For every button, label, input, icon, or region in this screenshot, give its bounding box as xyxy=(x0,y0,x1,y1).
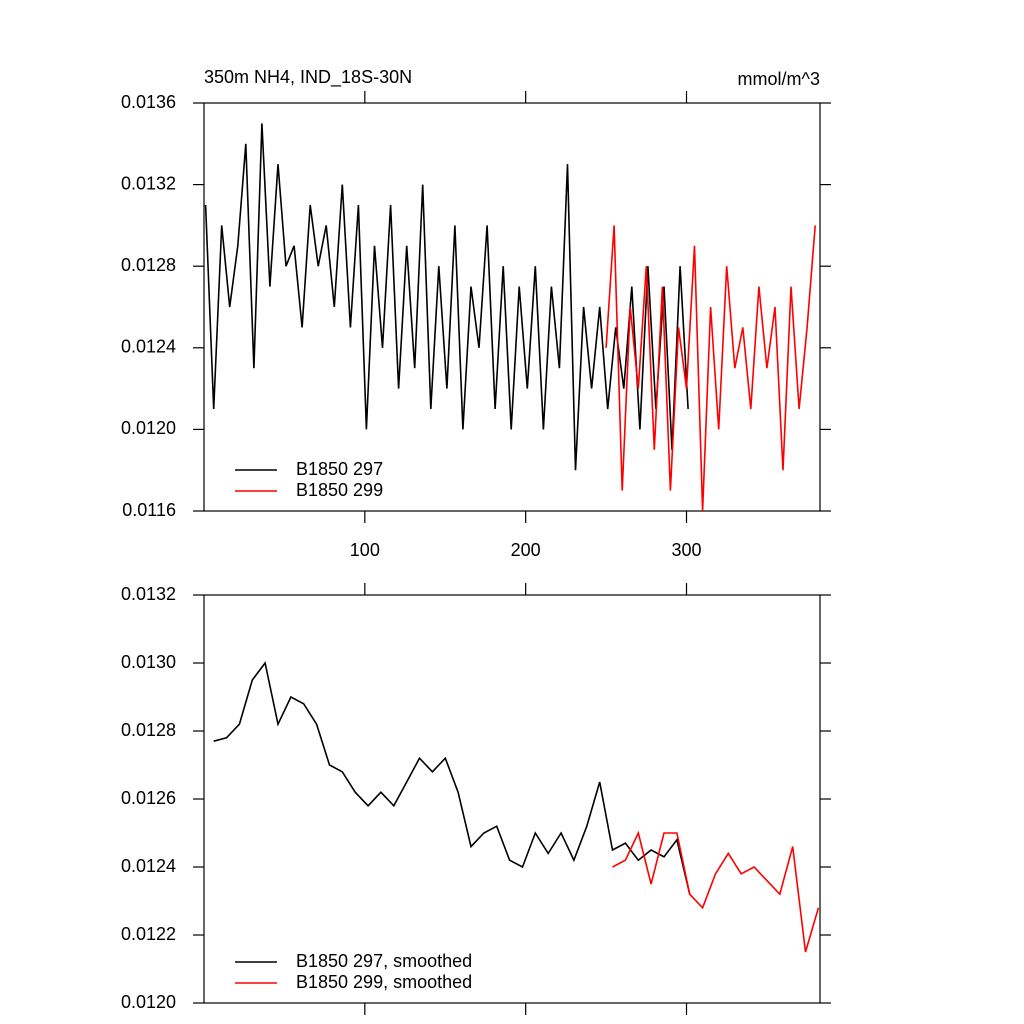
plot-frame xyxy=(203,102,821,512)
y-tick-label: 0.0116 xyxy=(122,500,176,520)
y-tick-label: 0.0120 xyxy=(121,992,176,1012)
x-tick-label: 200 xyxy=(511,540,541,560)
series-line xyxy=(605,225,816,512)
x-tick-label: 100 xyxy=(350,540,380,560)
series-line xyxy=(213,661,691,895)
y-tick-label: 0.0124 xyxy=(121,337,176,357)
legend-label: B1850 299, smoothed xyxy=(296,972,472,992)
units-label: mmol/m^3 xyxy=(738,69,820,89)
legend-label: B1850 297, smoothed xyxy=(296,951,472,971)
y-tick-label: 0.0122 xyxy=(121,924,176,944)
plot-frame xyxy=(203,594,821,1004)
y-tick-label: 0.0120 xyxy=(121,418,176,438)
series-line xyxy=(612,830,820,953)
y-tick-label: 0.0132 xyxy=(121,173,176,193)
y-tick-label: 0.0130 xyxy=(121,652,176,672)
legend-label: B1850 299 xyxy=(296,480,383,500)
y-tick-label: 0.0128 xyxy=(121,255,176,275)
y-tick-label: 0.0132 xyxy=(121,584,176,604)
series-line xyxy=(204,123,689,471)
y-tick-label: 0.0124 xyxy=(121,856,176,876)
y-tick-label: 0.0128 xyxy=(121,720,176,740)
legend-label: B1850 297 xyxy=(296,459,383,479)
chart-title: 350m NH4, IND_18S-30N xyxy=(204,67,412,88)
x-tick-label: 300 xyxy=(671,540,701,560)
y-tick-label: 0.0136 xyxy=(121,92,176,112)
y-tick-label: 0.0126 xyxy=(121,788,176,808)
